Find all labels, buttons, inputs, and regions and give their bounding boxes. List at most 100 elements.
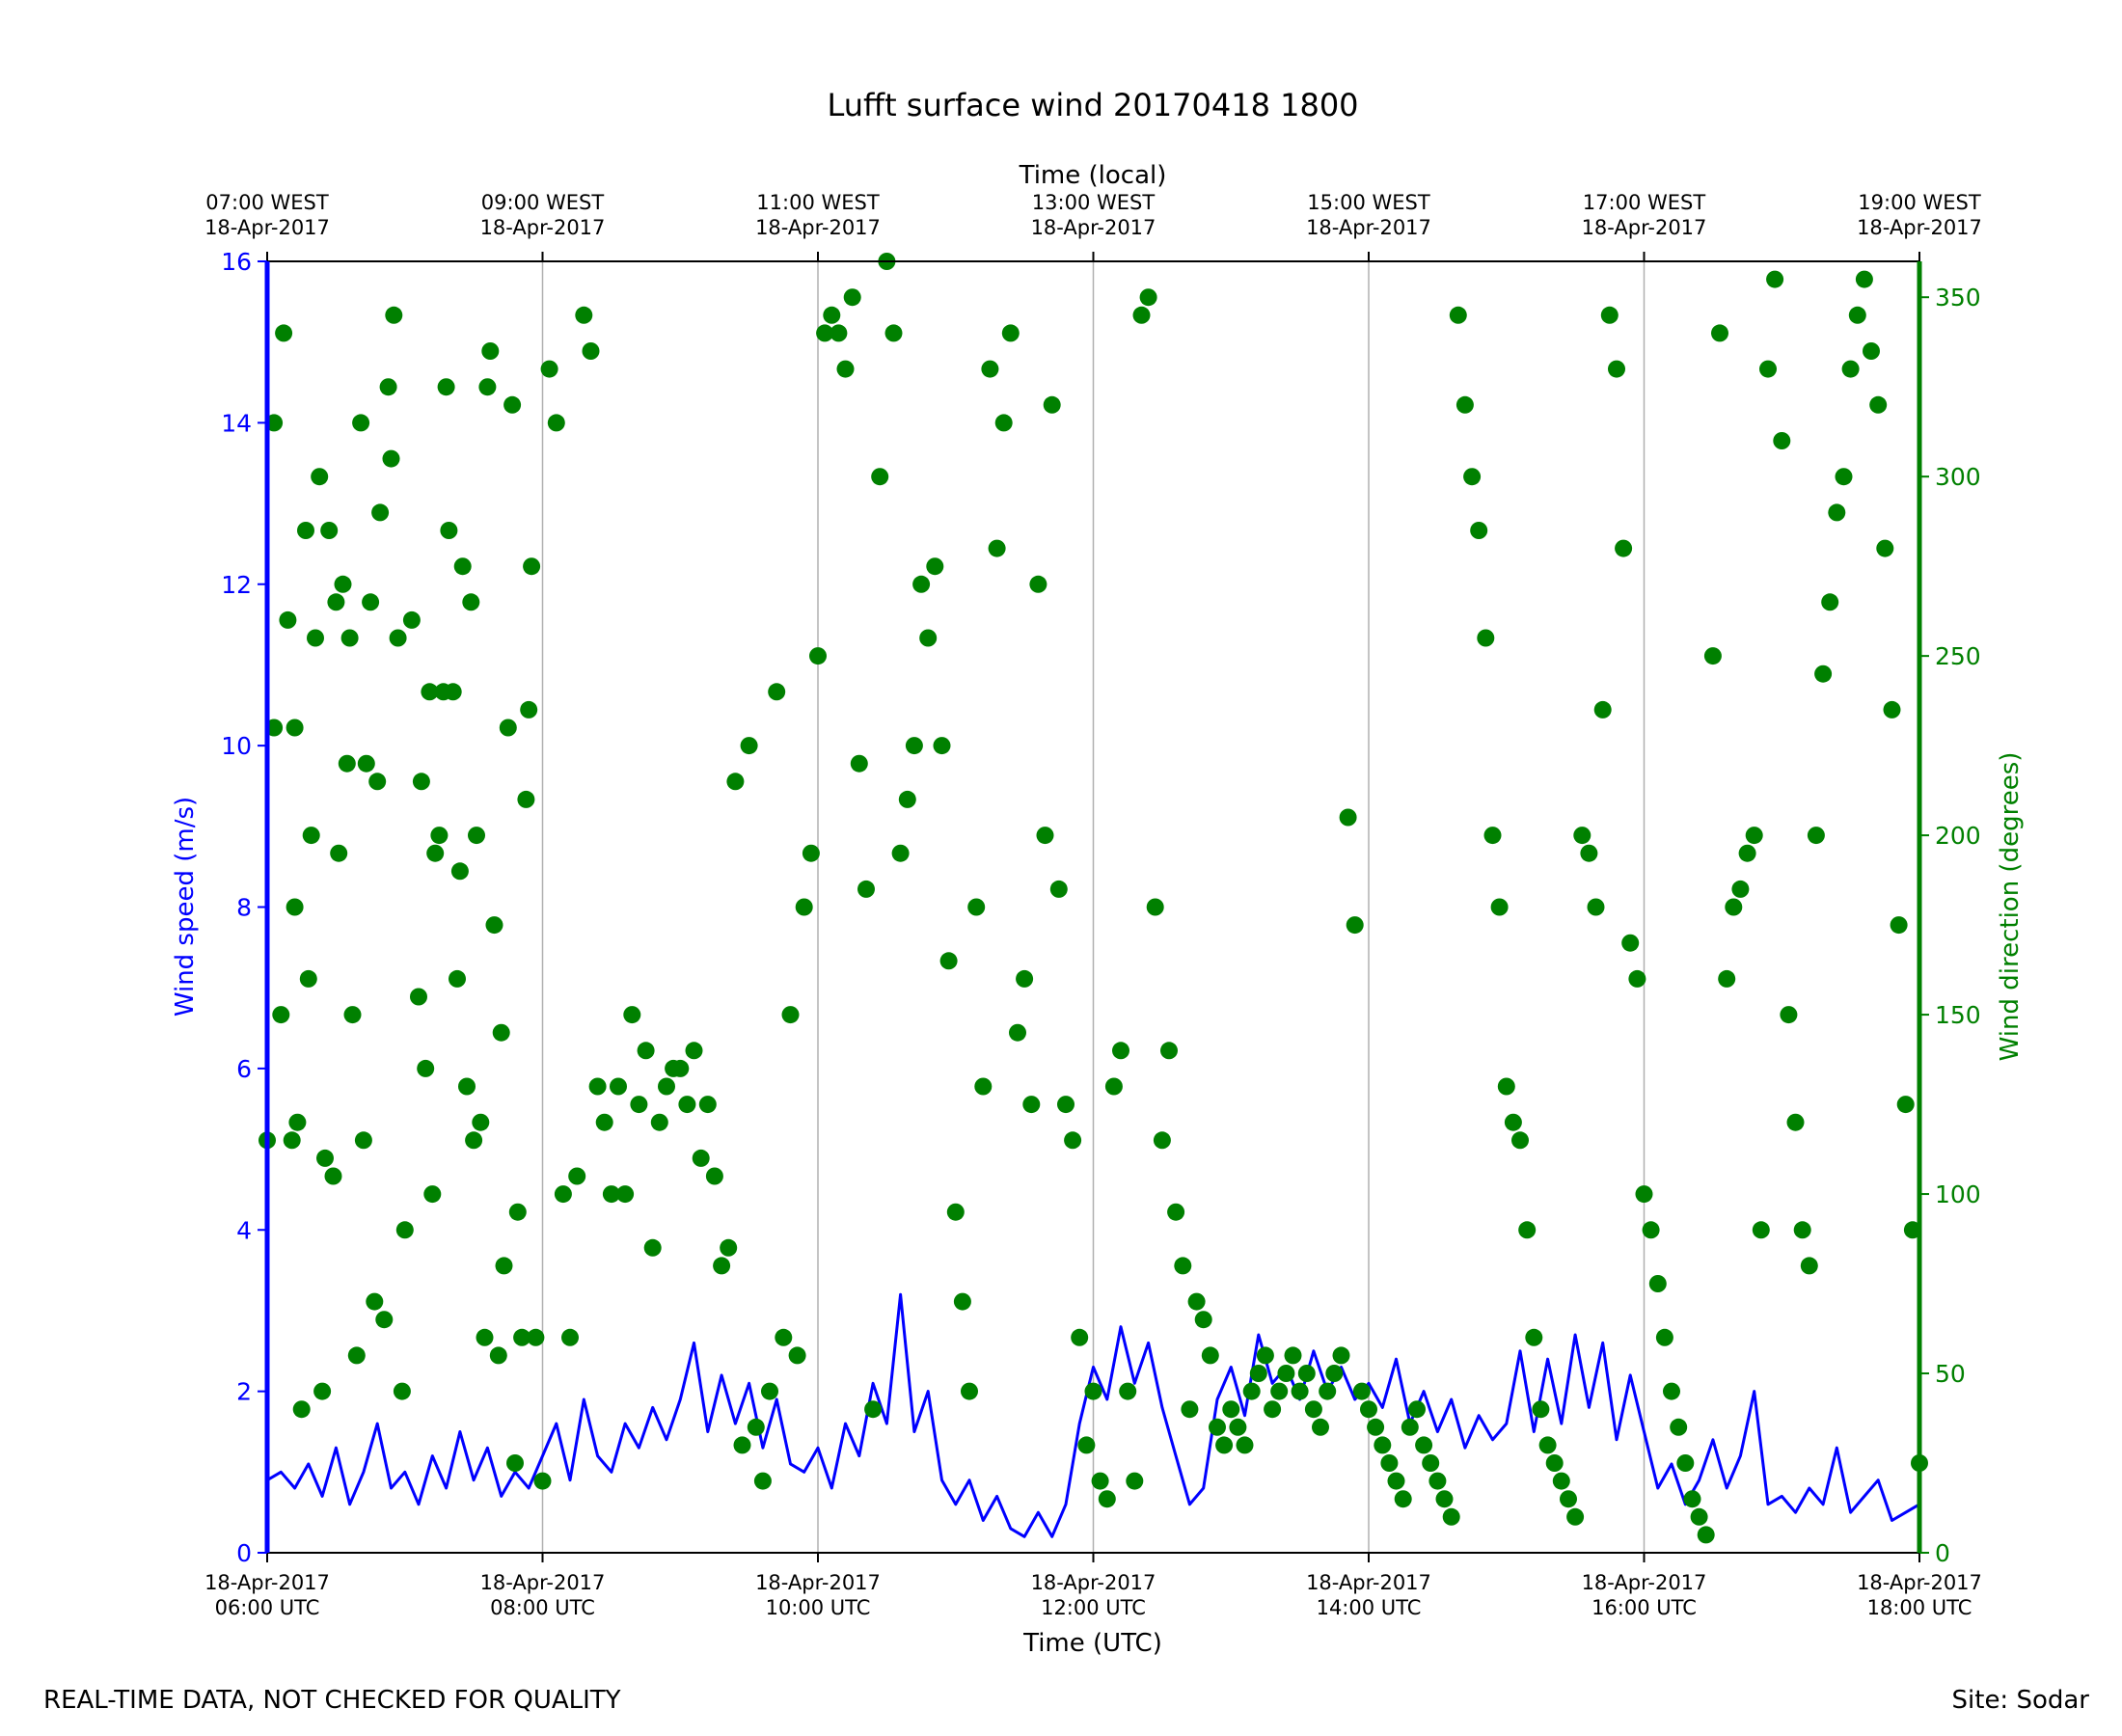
wind-direction-point <box>933 737 951 755</box>
right-tick-label: 150 <box>1935 1001 1981 1029</box>
wind-direction-point <box>575 306 593 324</box>
top-tick-date: 18-Apr-2017 <box>204 216 330 239</box>
wind-direction-point <box>362 593 380 611</box>
wind-direction-point <box>1814 665 1833 683</box>
wind-direction-point <box>1745 827 1763 845</box>
wind-direction-point <box>393 1382 411 1400</box>
wind-direction-point <box>330 844 348 862</box>
wind-direction-point <box>1346 916 1364 935</box>
wind-direction-point <box>412 773 430 791</box>
wind-direction-point <box>1049 880 1068 898</box>
wind-direction-point <box>1786 1113 1805 1131</box>
wind-direction-point <box>1009 1023 1026 1042</box>
wind-direction-point <box>692 1149 710 1167</box>
wind-speed-series <box>266 1292 1920 1538</box>
top-tick-time: 17:00 WEST <box>1583 191 1706 214</box>
wind-direction-point <box>1435 1490 1454 1508</box>
wind-direction-point <box>871 468 889 486</box>
wind-direction-point <box>478 378 497 396</box>
wind-direction-point <box>1773 432 1791 449</box>
wind-direction-point <box>426 844 445 862</box>
wind-direction-point <box>1828 503 1846 522</box>
wind-direction-point <box>1793 1221 1811 1239</box>
wind-direction-point <box>444 683 462 701</box>
wind-direction-point <box>1428 1472 1447 1490</box>
wind-direction-point <box>616 1185 635 1204</box>
wind-direction-point <box>1518 1221 1537 1239</box>
wind-direction-point <box>1374 1436 1392 1454</box>
wind-direction-point <box>286 719 304 737</box>
wind-direction-point <box>1738 844 1756 862</box>
wind-direction-point <box>1676 1454 1695 1472</box>
wind-direction-point <box>1139 288 1157 307</box>
wind-direction-series <box>258 253 1928 1544</box>
bottom-tick-time: 14:00 UTC <box>1317 1596 1422 1619</box>
wind-direction-point <box>283 1131 301 1150</box>
wind-direction-point <box>884 324 903 342</box>
left-axis-label: Wind speed (m/s) <box>171 797 200 1017</box>
wind-direction-point <box>334 575 352 593</box>
left-tick-label: 14 <box>221 409 252 437</box>
wind-direction-point <box>382 449 400 468</box>
wind-direction-point <box>788 1346 806 1365</box>
wind-direction-point <box>1394 1490 1412 1508</box>
wind-direction-point <box>905 737 923 755</box>
left-tick-label: 2 <box>236 1378 252 1406</box>
wind-direction-point <box>481 342 500 360</box>
wind-direction-point <box>465 1131 483 1150</box>
wind-direction-point <box>1126 1472 1144 1490</box>
wind-direction-point <box>354 1131 372 1150</box>
wind-direction-point <box>1580 844 1598 862</box>
wind-direction-point <box>1387 1472 1405 1490</box>
top-tick-time: 19:00 WEST <box>1858 191 1981 214</box>
wind-direction-point <box>324 1167 342 1185</box>
wind-direction-point <box>919 629 938 647</box>
wind-direction-point <box>658 1077 675 1096</box>
wind-direction-point <box>1628 969 1646 988</box>
wind-direction-point <box>450 862 469 881</box>
wind-direction-point <box>1690 1507 1708 1526</box>
wind-direction-point <box>1890 916 1908 935</box>
wind-direction-point <box>357 754 375 773</box>
wind-direction-point <box>981 360 999 378</box>
wind-direction-point <box>311 468 329 486</box>
wind-direction-point <box>1725 898 1743 916</box>
bottom-tick-date: 18-Apr-2017 <box>1857 1571 1982 1594</box>
wind-direction-point <box>994 414 1013 432</box>
right-tick-label: 300 <box>1935 463 1981 491</box>
wind-direction-point <box>533 1472 552 1490</box>
wind-direction-point <box>713 1257 731 1275</box>
wind-direction-point <box>1242 1382 1261 1400</box>
wind-direction-point <box>472 1113 490 1131</box>
wind-direction-point <box>520 700 538 719</box>
wind-direction-point <box>1470 522 1488 539</box>
wind-direction-point <box>1587 898 1605 916</box>
wind-direction-point <box>898 790 916 808</box>
wind-direction-point <box>1325 1365 1344 1382</box>
wind-direction-point <box>1291 1382 1309 1400</box>
wind-direction-point <box>307 629 324 647</box>
wind-direction-point <box>1463 468 1482 486</box>
wind-direction-point <box>1181 1400 1199 1419</box>
left-tick-label: 10 <box>221 732 252 760</box>
wind-direction-point <box>637 1042 655 1060</box>
wind-direction-point <box>1504 1113 1522 1131</box>
wind-direction-point <box>468 827 485 845</box>
wind-direction-point <box>1821 593 1839 611</box>
wind-direction-point <box>410 988 427 1006</box>
wind-direction-point <box>561 1328 579 1346</box>
bottom-tick-time: 12:00 UTC <box>1041 1596 1146 1619</box>
wind-direction-point <box>299 969 317 988</box>
wind-direction-point <box>1600 306 1619 324</box>
bottom-tick-date: 18-Apr-2017 <box>1582 1571 1707 1594</box>
wind-direction-point <box>1236 1436 1254 1454</box>
wind-direction-point <box>753 1472 772 1490</box>
wind-direction-point <box>265 414 284 432</box>
wind-direction-point <box>540 360 558 378</box>
wind-direction-point <box>1560 1490 1577 1508</box>
wind-direction-point <box>671 1059 690 1077</box>
quality-disclaimer: REAL-TIME DATA, NOT CHECKED FOR QUALITY <box>43 1686 621 1715</box>
wind-direction-point <box>423 1185 442 1204</box>
wind-direction-point <box>421 683 439 701</box>
wind-direction-point <box>1525 1328 1543 1346</box>
